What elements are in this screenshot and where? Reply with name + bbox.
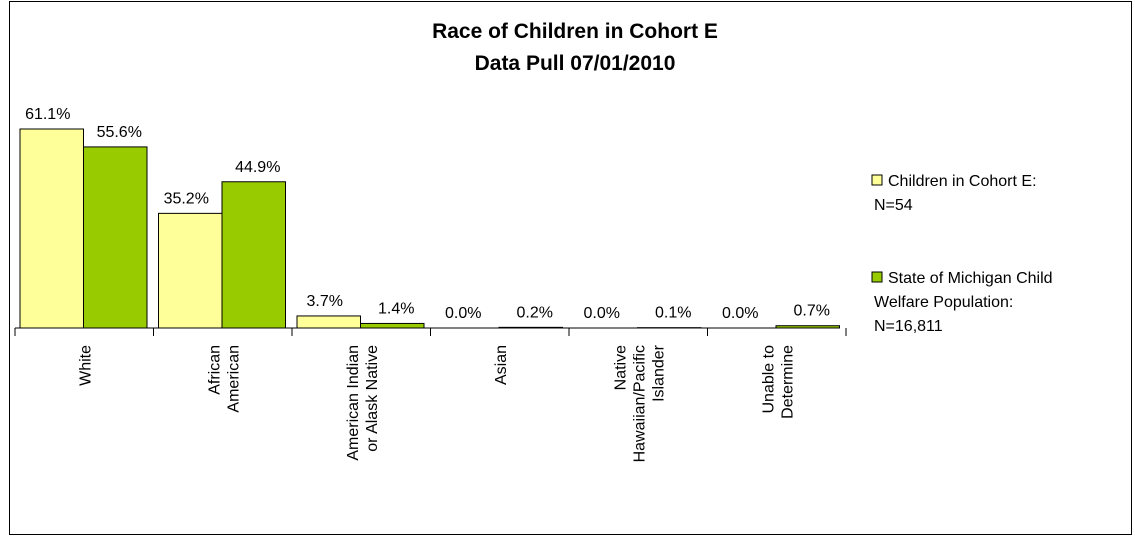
bar-unable-to-determine-series-2 [775,325,840,329]
bar-american-indian-or-alask-native-series-1 [296,315,361,329]
data-label: 0.1% [655,305,691,322]
category-label-unable-to-determine: Unable to Determine [760,345,796,419]
bar-african-american-series-1 [158,212,223,329]
data-label: 61.1% [25,106,70,123]
legend-swatch-series-1 [871,174,883,186]
chart-subtitle: Data Pull 07/01/2010 [475,52,676,75]
chart-title: Race of Children in Cohort E [432,20,718,43]
data-label: 1.4% [378,300,414,317]
category-label-asian: Asian [493,345,510,385]
legend: Children in Cohort E: N=54 State of Michig… [871,173,1053,335]
data-label: 55.6% [97,124,142,141]
category-label-white: White [77,345,94,386]
legend-swatch-series-2 [871,271,883,283]
data-label: 35.2% [164,190,209,207]
category-label-african-american: African American [206,345,242,413]
data-label: 3.7% [307,293,343,310]
data-label: 0.0% [584,305,620,322]
data-label: 0.0% [445,305,481,322]
legend-label-series-2: State of Michigan Child Welfare Populatio… [874,270,1053,335]
bar-white-series-2 [83,146,148,329]
data-label: 0.7% [794,303,830,320]
legend-label-series-1: Children in Cohort E: N=54 [874,173,1037,214]
bar-asian-series-2 [498,326,563,329]
category-label-american-indian-or-alask-native: American Indian or Alask Native [345,345,381,461]
bar-white-series-1 [19,128,84,329]
bar-american-indian-or-alask-native-series-2 [360,322,425,329]
data-label: 0.2% [517,304,553,321]
category-label-native-hawaiian-pacific-islander: Native Hawaiian/Pacific Islander [612,344,667,462]
data-label: 44.9% [235,159,280,176]
bar-african-american-series-2 [221,181,286,329]
plot-area: 61.1% 55.6% White 35.2% 44.9% African American… [14,106,847,462]
data-label: 0.0% [722,305,758,322]
